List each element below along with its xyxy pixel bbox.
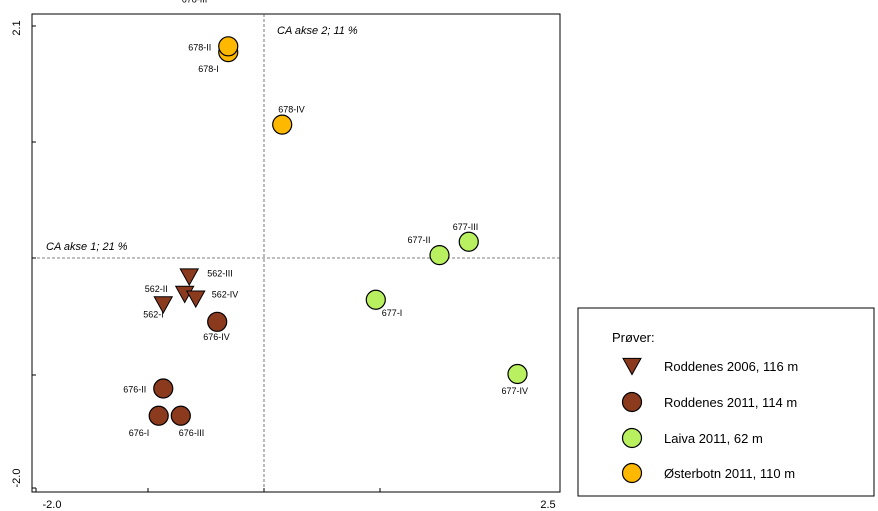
point-label: 562-III — [207, 269, 233, 279]
data-points: 562-I 562-II 562-III 562-IV 676-I 676-II 676-I… — [123, 0, 528, 438]
x-tick-label: -2.0 — [43, 499, 62, 511]
point-label: 678-I — [198, 64, 219, 74]
ticks: -2.0 2.5 2.1 -2.0 — [11, 20, 561, 511]
point-label: 678-IV — [278, 105, 305, 115]
legend-entry: Østerbotn 2011, 110 m — [664, 466, 795, 481]
data-point — [148, 405, 169, 426]
point-label: 677-I — [382, 308, 403, 318]
data-point — [218, 36, 239, 57]
y-tick-label: 2.1 — [11, 20, 23, 35]
legend-entry: Roddenes 2006, 116 m — [664, 359, 798, 374]
data-point — [272, 114, 293, 135]
legend: Prøver: Roddenes 2006, 116 m Roddenes 2011… — [577, 307, 875, 497]
y-tick-label: -2.0 — [11, 469, 23, 488]
point-label: 562-I — [143, 309, 164, 319]
axes: CA akse 1; 21 % CA akse 2; 11 % — [32, 14, 560, 492]
data-point — [170, 405, 191, 426]
point-label: 676-II — [123, 385, 146, 395]
plot-border — [31, 13, 561, 493]
data-point — [153, 296, 174, 314]
legend-entry: Roddenes 2011, 114 m — [664, 395, 797, 410]
data-point — [458, 231, 479, 252]
point-label: 677-III — [453, 222, 479, 232]
legend-entry: Laiva 2011, 62 m — [664, 431, 763, 446]
legend-marker — [621, 427, 643, 449]
point-label: 676-III — [179, 428, 205, 438]
legend-marker — [621, 462, 643, 484]
point-label: 676-IV — [203, 332, 230, 342]
axis2-label: CA akse 2; 11 % — [277, 25, 358, 37]
data-point — [507, 363, 528, 385]
point-label: 677-II — [408, 235, 431, 245]
axis1-label: CA akse 1; 21 % — [46, 241, 128, 253]
data-point — [429, 245, 450, 266]
point-label: 678-III — [182, 0, 208, 4]
plot-frame — [31, 13, 561, 493]
legend-title: Prøver: — [612, 330, 655, 345]
x-tick-label: 2.5 — [540, 499, 555, 511]
point-label: 676-I — [129, 428, 150, 438]
point-label: 678-II — [188, 42, 211, 52]
data-point — [185, 290, 206, 309]
data-point — [153, 378, 174, 399]
data-point — [365, 289, 386, 310]
point-label: 677-IV — [502, 386, 529, 396]
legend-marker — [622, 357, 642, 376]
point-label: 562-IV — [212, 290, 239, 300]
point-label: 562-II — [145, 284, 168, 294]
legend-marker — [621, 391, 643, 413]
data-point — [179, 268, 200, 287]
data-point — [207, 311, 228, 332]
